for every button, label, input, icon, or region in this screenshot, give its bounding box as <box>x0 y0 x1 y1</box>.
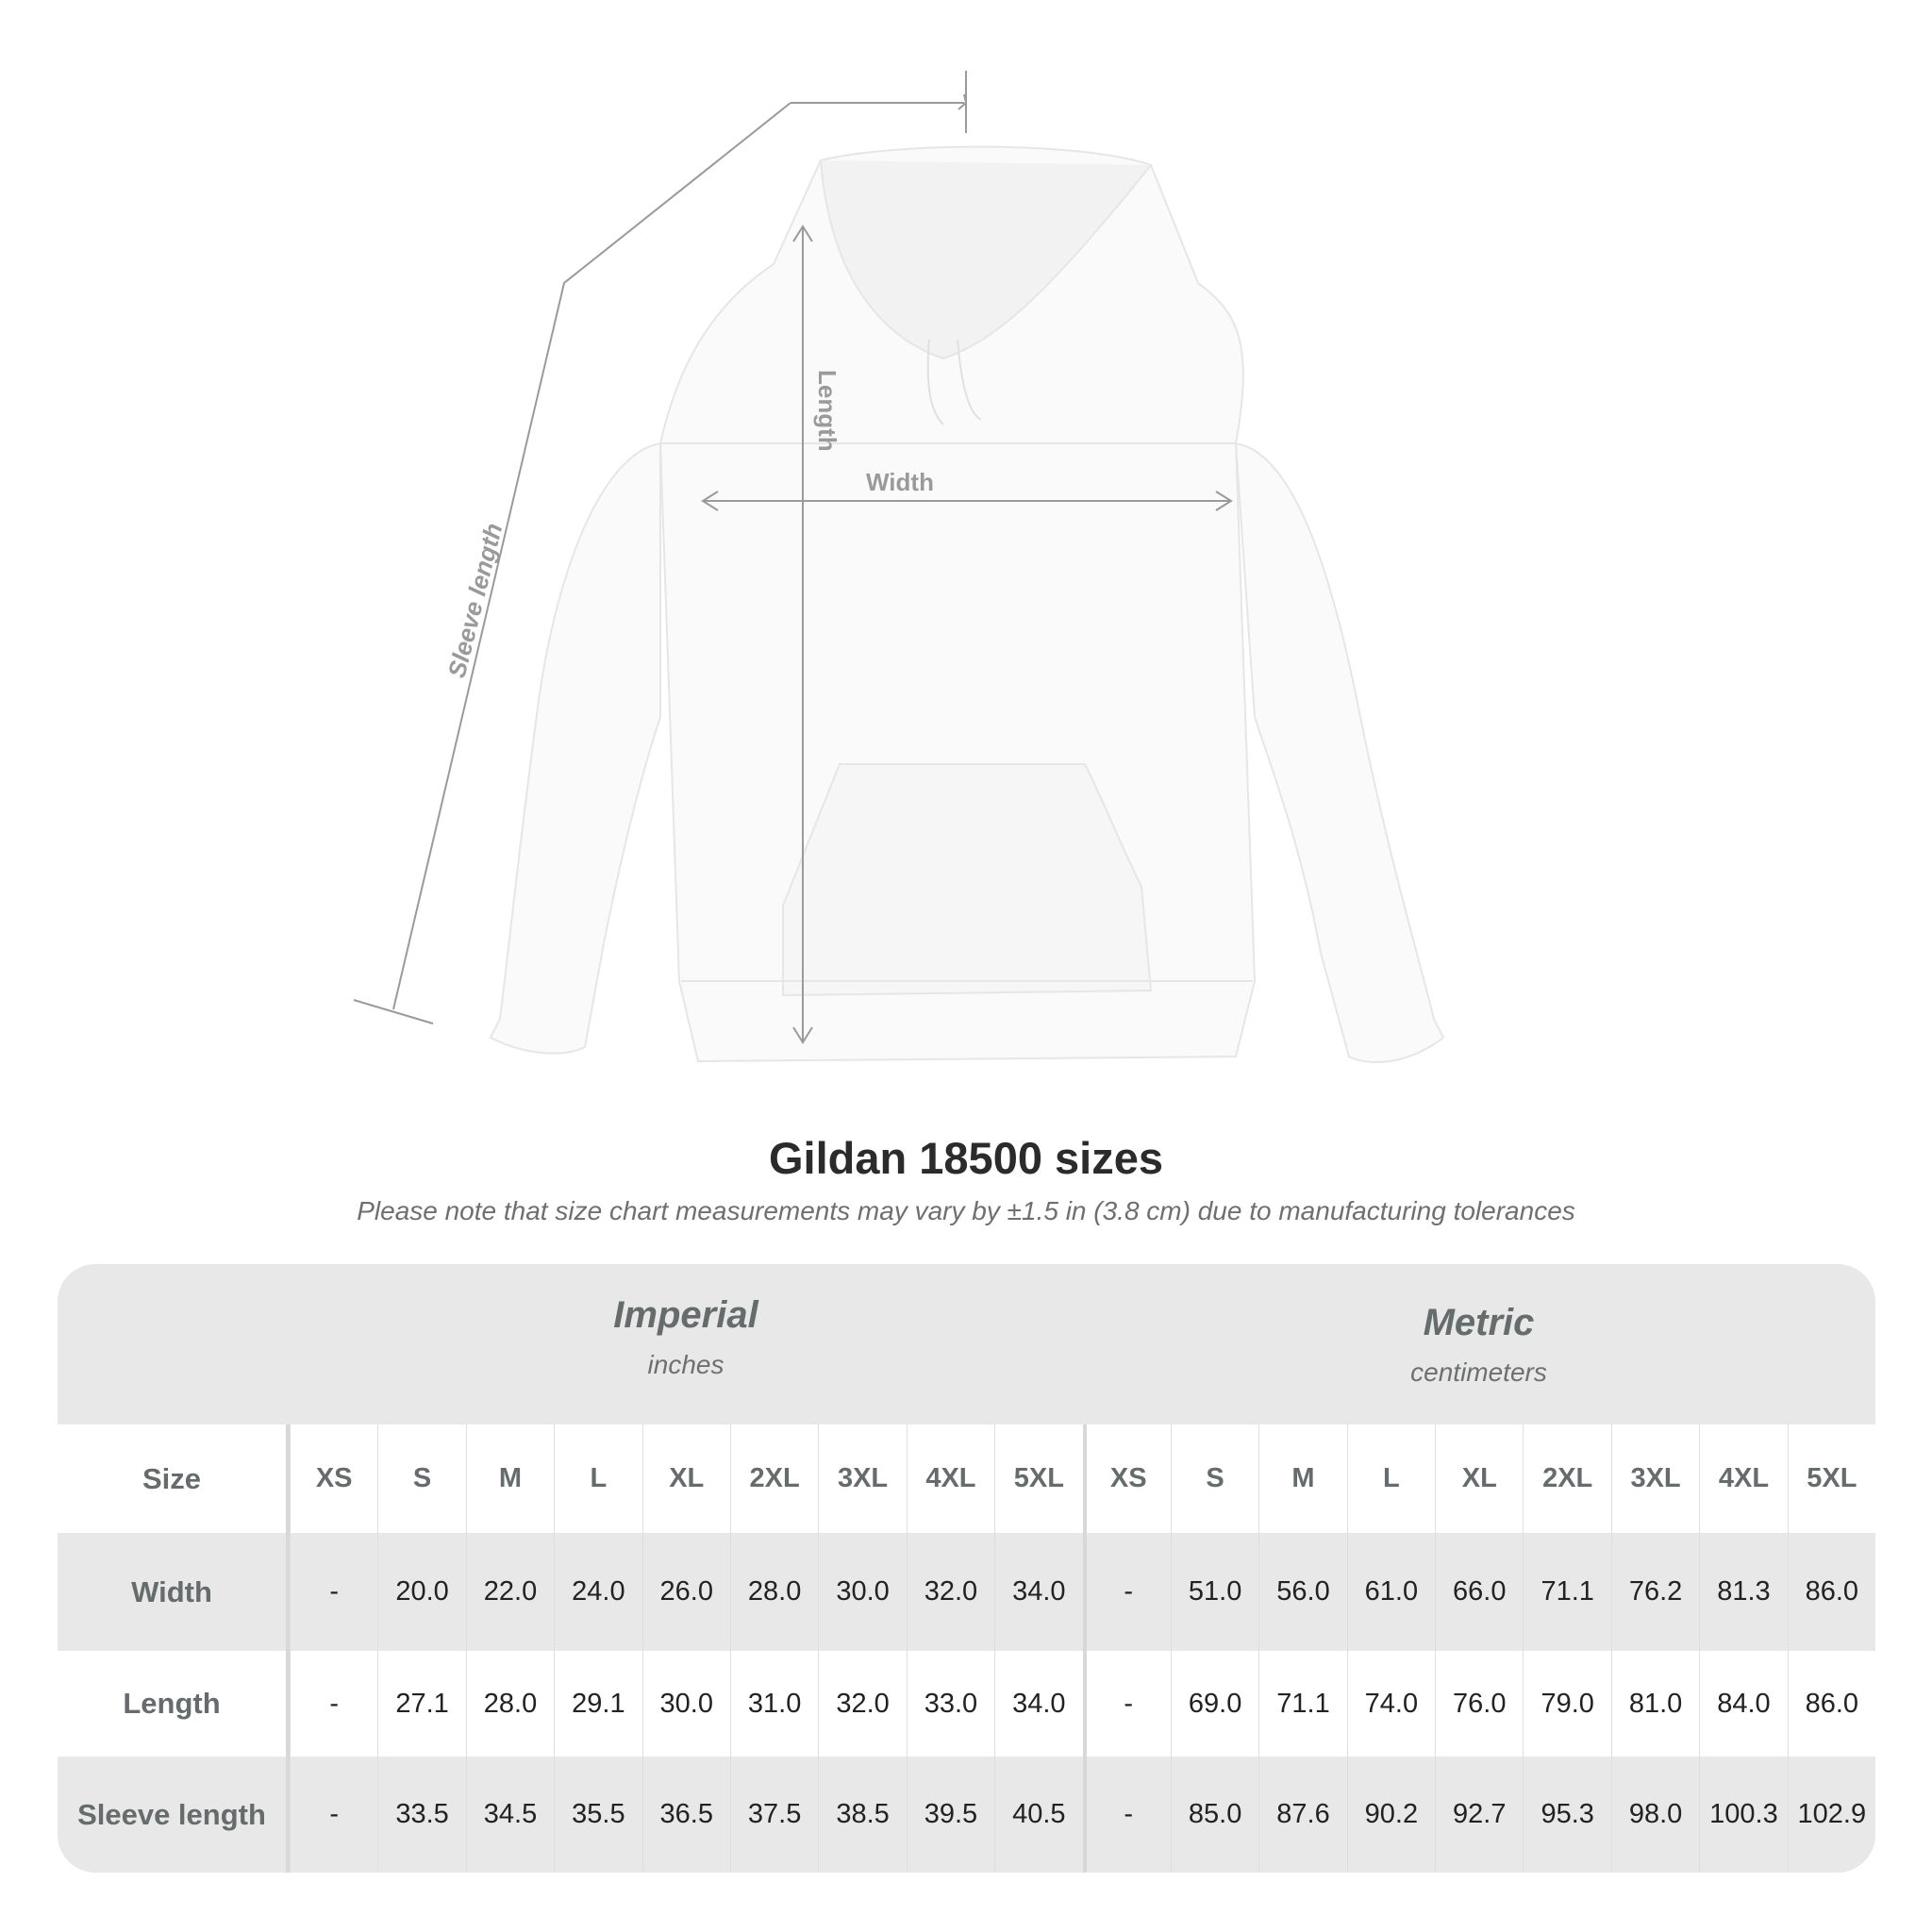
row-label: Width <box>58 1533 290 1651</box>
metric-unit: centimeters <box>1410 1357 1547 1387</box>
length-label: Length <box>813 370 841 452</box>
imperial-title: Imperial <box>613 1294 758 1336</box>
metric-title: Metric <box>1423 1302 1535 1343</box>
size-header-imperial: 3XL <box>818 1424 906 1533</box>
metric-cell: 61.0 <box>1346 1533 1435 1651</box>
size-header-metric: 4XL <box>1699 1424 1787 1533</box>
size-header-imperial: XS <box>290 1424 377 1533</box>
imperial-cell: 33.5 <box>377 1757 465 1873</box>
imperial-cell: 40.5 <box>994 1757 1082 1873</box>
size-header-imperial: S <box>377 1424 465 1533</box>
size-header-imperial: 4XL <box>906 1424 994 1533</box>
metric-cell: 102.9 <box>1787 1757 1875 1873</box>
imperial-cell: 24.0 <box>554 1533 641 1651</box>
table-row: Width -20.0 22.0 24.0 26.0 28.0 30.0 32.0 34.0-5… <box>58 1533 1875 1651</box>
size-header-metric: 3XL <box>1610 1424 1699 1533</box>
row-label: Sleeve length <box>58 1757 290 1873</box>
metric-cell: 71.1 <box>1523 1533 1610 1651</box>
imperial-cell: 34.0 <box>994 1651 1082 1757</box>
metric-cell: 90.2 <box>1346 1757 1435 1873</box>
sleeve-length-label: Sleeve length <box>442 521 508 681</box>
metric-cell: - <box>1082 1533 1171 1651</box>
metric-cell: 56.0 <box>1258 1533 1346 1651</box>
table-row: Sleeve length -33.5 34.5 35.5 36.5 37.5 38.5 39… <box>58 1757 1875 1873</box>
metric-cell: 71.1 <box>1258 1651 1346 1757</box>
metric-cell: 76.2 <box>1610 1533 1699 1651</box>
metric-cell: 87.6 <box>1258 1757 1346 1873</box>
size-label: Size <box>58 1424 290 1533</box>
imperial-cell: 33.0 <box>906 1651 994 1757</box>
imperial-cell: 35.5 <box>554 1757 641 1873</box>
size-header-metric: 5XL <box>1787 1424 1875 1533</box>
imperial-cell: 29.1 <box>554 1651 641 1757</box>
metric-cell: - <box>1082 1651 1171 1757</box>
metric-cell: 76.0 <box>1435 1651 1523 1757</box>
imperial-cell: 34.0 <box>994 1533 1082 1651</box>
page-title: Gildan 18500 sizes <box>768 1133 1164 1183</box>
table-row: Length -27.1 28.0 29.1 30.0 31.0 32.0 33.0 34.0-… <box>58 1651 1875 1757</box>
metric-cell: 100.3 <box>1699 1757 1787 1873</box>
imperial-cell: 26.0 <box>641 1533 730 1651</box>
width-label: Width <box>866 468 934 496</box>
imperial-cell: 28.0 <box>465 1651 554 1757</box>
imperial-cell: 27.1 <box>377 1651 465 1757</box>
imperial-cell: 37.5 <box>729 1757 818 1873</box>
imperial-cell: 38.5 <box>818 1757 906 1873</box>
hoodie-image <box>489 145 1445 1063</box>
imperial-cell: 20.0 <box>377 1533 465 1651</box>
hoodie-diagram: Width Length Sleeve length <box>353 71 1445 1063</box>
metric-cell: 98.0 <box>1610 1757 1699 1873</box>
metric-cell: 79.0 <box>1523 1651 1610 1757</box>
imperial-cell: 32.0 <box>906 1533 994 1651</box>
metric-cell: 66.0 <box>1435 1533 1523 1651</box>
size-header-metric: XL <box>1435 1424 1523 1533</box>
metric-cell: 74.0 <box>1346 1651 1435 1757</box>
size-header-metric: XS <box>1082 1424 1171 1533</box>
tolerance-note: Please note that size chart measurements… <box>357 1196 1575 1225</box>
row-label: Length <box>58 1651 290 1757</box>
imperial-cell: 32.0 <box>818 1651 906 1757</box>
imperial-cell: 31.0 <box>729 1651 818 1757</box>
imperial-unit: inches <box>647 1350 724 1379</box>
metric-cell: 51.0 <box>1170 1533 1258 1651</box>
size-header-metric: 2XL <box>1523 1424 1610 1533</box>
size-table: Imperial inches Metric centimeters Size X… <box>58 1264 1875 1873</box>
imperial-cell: 28.0 <box>729 1533 818 1651</box>
size-header-metric: L <box>1346 1424 1435 1533</box>
metric-cell: 95.3 <box>1523 1757 1610 1873</box>
measurement-lines <box>353 71 1233 1044</box>
metric-cell: 81.0 <box>1610 1651 1699 1757</box>
metric-cell: 84.0 <box>1699 1651 1787 1757</box>
imperial-cell: 39.5 <box>906 1757 994 1873</box>
imperial-cell: - <box>290 1533 377 1651</box>
size-header-imperial: XL <box>641 1424 730 1533</box>
metric-cell: 81.3 <box>1699 1533 1787 1651</box>
imperial-cell: 30.0 <box>818 1533 906 1651</box>
metric-cell: - <box>1082 1757 1171 1873</box>
size-header-imperial: L <box>554 1424 641 1533</box>
size-header-imperial: 5XL <box>994 1424 1082 1533</box>
metric-cell: 85.0 <box>1170 1757 1258 1873</box>
imperial-cell: 36.5 <box>641 1757 730 1873</box>
size-header-row: Size XS S M L XL 2XL 3XL 4XL 5XL XS S M L XL 2XL 3XL 4XL 5… <box>58 1424 1875 1533</box>
imperial-header: Imperial inches <box>290 1264 1082 1455</box>
size-header-metric: M <box>1258 1424 1346 1533</box>
metric-cell: 86.0 <box>1787 1651 1875 1757</box>
metric-cell: 86.0 <box>1787 1533 1875 1651</box>
imperial-cell: 30.0 <box>641 1651 730 1757</box>
metric-header: Metric centimeters <box>1082 1264 1875 1462</box>
metric-cell: 92.7 <box>1435 1757 1523 1873</box>
imperial-cell: 34.5 <box>465 1757 554 1873</box>
size-header-imperial: 2XL <box>729 1424 818 1533</box>
size-header-imperial: M <box>465 1424 554 1533</box>
imperial-cell: - <box>290 1651 377 1757</box>
metric-cell: 69.0 <box>1170 1651 1258 1757</box>
size-header-metric: S <box>1170 1424 1258 1533</box>
imperial-cell: - <box>290 1757 377 1873</box>
imperial-cell: 22.0 <box>465 1533 554 1651</box>
